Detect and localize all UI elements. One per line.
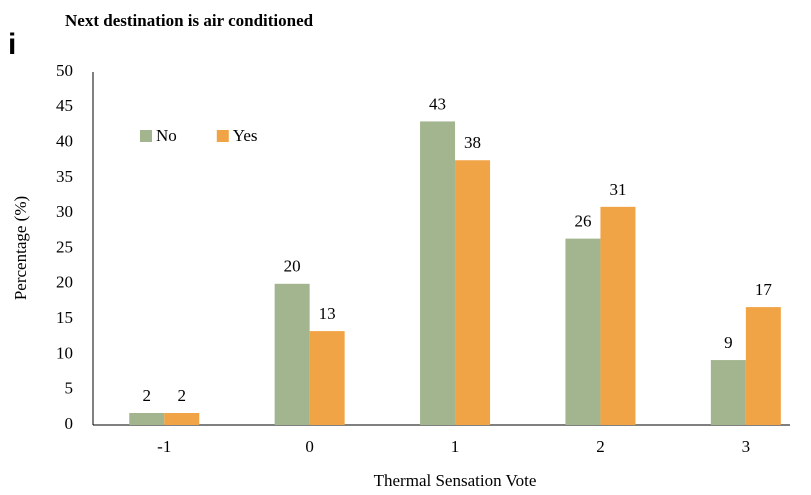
x-tick-label: -1 [157, 437, 171, 456]
legend-label: Yes [233, 126, 258, 145]
bar [309, 331, 345, 425]
bar [565, 238, 601, 425]
value-label: 31 [609, 180, 626, 199]
y-tick-label: 40 [56, 132, 73, 151]
value-label: 38 [464, 133, 481, 152]
bar [274, 283, 310, 425]
y-tick-label: 15 [56, 308, 73, 327]
y-tick-label: 20 [56, 273, 73, 292]
y-tick-label: 0 [65, 414, 74, 433]
legend-swatch [216, 130, 229, 142]
x-tick-label: 3 [742, 437, 751, 456]
value-label: 13 [319, 304, 336, 323]
y-tick-label: 50 [56, 61, 73, 80]
y-tick-label: 30 [56, 202, 73, 221]
y-tick-label: 5 [65, 379, 74, 398]
bar [420, 121, 456, 426]
value-label: 17 [755, 280, 773, 299]
value-label: 20 [284, 257, 301, 276]
legend-label: No [156, 126, 177, 145]
y-tick-label: 45 [56, 96, 73, 115]
y-axis-title: Percentage (%) [11, 196, 30, 300]
panel-label: i [8, 28, 16, 61]
value-label: 2 [142, 386, 151, 405]
bar [129, 412, 165, 425]
bar [600, 206, 636, 425]
y-tick-label: 25 [56, 237, 73, 256]
chart-title: Next destination is air conditioned [65, 11, 314, 30]
x-tick-label: 1 [451, 437, 460, 456]
bar [455, 160, 491, 425]
value-label: 43 [429, 94, 446, 113]
value-label: 9 [724, 333, 733, 352]
bar [745, 307, 781, 425]
y-tick-label: 10 [56, 343, 73, 362]
x-tick-label: 0 [305, 437, 314, 456]
value-label: 26 [574, 212, 591, 231]
x-tick-label: 2 [596, 437, 605, 456]
bar [164, 412, 200, 425]
legend-swatch [140, 130, 152, 142]
y-tick-label: 35 [56, 167, 73, 186]
bar [710, 360, 746, 425]
x-axis-title: Thermal Sensation Vote [374, 471, 537, 490]
value-label: 2 [177, 386, 186, 405]
